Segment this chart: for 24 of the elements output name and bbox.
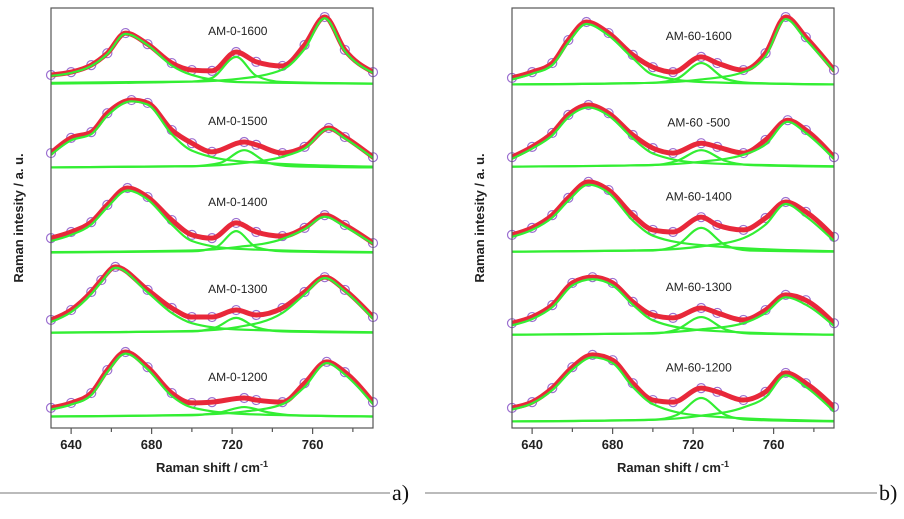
series-label: AM-60-1600 bbox=[666, 29, 732, 44]
series-label: AM-0-1500 bbox=[208, 114, 268, 128]
x-tick-label: 640 bbox=[521, 437, 543, 452]
series-label: AM-60-1200 bbox=[666, 360, 732, 374]
x-tick-label: 640 bbox=[60, 437, 82, 452]
y-axis-title: Raman intesity / a. u. bbox=[11, 153, 26, 283]
x-tick-label: 720 bbox=[682, 437, 704, 452]
x-tick-label: 680 bbox=[140, 437, 162, 452]
x-tick-label: 760 bbox=[302, 437, 324, 452]
series-label: AM-60-1400 bbox=[666, 189, 732, 204]
series-label: AM-0-1400 bbox=[208, 195, 268, 210]
series-label: AM-60-1300 bbox=[666, 280, 732, 294]
x-tick-label: 760 bbox=[762, 437, 784, 452]
series-label: AM-0-1200 bbox=[208, 370, 268, 384]
x-tick-label: 720 bbox=[221, 437, 243, 452]
x-axis-title: Raman shift / cm$^{-1}$ bbox=[156, 459, 268, 475]
series-label: AM-0-1600 bbox=[208, 24, 268, 38]
y-axis-title: Raman intesity / a. u. bbox=[472, 153, 488, 283]
text: a) bbox=[392, 480, 410, 505]
text: b) bbox=[879, 480, 898, 505]
series-label: AM-60 -500 bbox=[667, 115, 730, 130]
x-axis-title: Raman shift / cm$^{-1}$ bbox=[616, 459, 730, 475]
x-tick-label: 680 bbox=[602, 437, 624, 452]
series-label: AM-0-1300 bbox=[208, 282, 268, 296]
